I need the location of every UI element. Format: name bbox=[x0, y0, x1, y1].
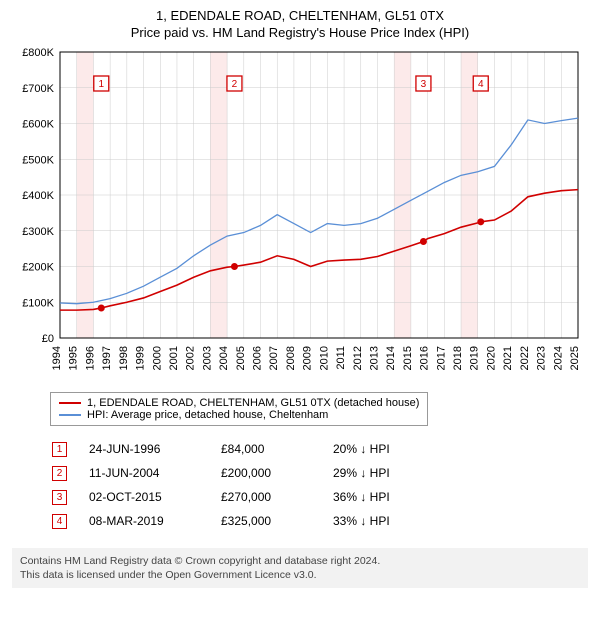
sale-diff: 20% ↓ HPI bbox=[333, 438, 400, 460]
svg-text:£600K: £600K bbox=[22, 119, 54, 131]
svg-text:2022: 2022 bbox=[519, 346, 531, 370]
sale-price: £200,000 bbox=[221, 462, 331, 484]
svg-text:£700K: £700K bbox=[22, 83, 54, 95]
svg-text:2016: 2016 bbox=[419, 346, 431, 370]
svg-text:2013: 2013 bbox=[368, 346, 380, 370]
sale-date: 08-MAR-2019 bbox=[89, 510, 219, 532]
svg-text:2001: 2001 bbox=[168, 346, 180, 370]
svg-text:£0: £0 bbox=[42, 333, 54, 345]
sale-diff: 33% ↓ HPI bbox=[333, 510, 400, 532]
footer-line-1: Contains HM Land Registry data © Crown c… bbox=[20, 554, 580, 568]
svg-text:1994: 1994 bbox=[51, 346, 63, 370]
footer-attribution: Contains HM Land Registry data © Crown c… bbox=[12, 548, 588, 588]
svg-text:2007: 2007 bbox=[268, 346, 280, 370]
sale-diff: 29% ↓ HPI bbox=[333, 462, 400, 484]
svg-text:£400K: £400K bbox=[22, 190, 54, 202]
chart-container: 1, EDENDALE ROAD, CHELTENHAM, GL51 0TX P… bbox=[0, 0, 600, 540]
sale-date: 24-JUN-1996 bbox=[89, 438, 219, 460]
svg-text:2015: 2015 bbox=[402, 346, 414, 370]
footer-line-2: This data is licensed under the Open Gov… bbox=[20, 568, 580, 582]
sale-dot-4 bbox=[477, 218, 484, 225]
svg-text:2005: 2005 bbox=[235, 346, 247, 370]
plot-svg: £0 £100K £200K £300K £400K £500K £600K £700K £80… bbox=[12, 46, 588, 386]
svg-text:2021: 2021 bbox=[502, 346, 514, 370]
table-row: 3 02-OCT-2015£270,00036% ↓ HPI bbox=[52, 486, 400, 508]
legend-label: HPI: Average price, detached house, Chel… bbox=[87, 409, 328, 421]
svg-text:2024: 2024 bbox=[552, 346, 564, 370]
sale-price: £84,000 bbox=[221, 438, 331, 460]
legend-swatch bbox=[59, 402, 81, 404]
svg-text:2004: 2004 bbox=[218, 346, 230, 370]
legend-item: HPI: Average price, detached house, Chel… bbox=[59, 409, 419, 421]
sale-diff: 36% ↓ HPI bbox=[333, 486, 400, 508]
svg-text:£800K: £800K bbox=[22, 47, 54, 59]
table-marker: 2 bbox=[52, 466, 67, 481]
plot-area: £0 £100K £200K £300K £400K £500K £600K £700K £80… bbox=[12, 46, 588, 386]
svg-text:2017: 2017 bbox=[435, 346, 447, 370]
svg-text:4: 4 bbox=[478, 79, 484, 90]
title-line-2: Price paid vs. HM Land Registry's House … bbox=[12, 25, 588, 40]
svg-text:1999: 1999 bbox=[135, 346, 147, 370]
svg-text:1998: 1998 bbox=[118, 346, 130, 370]
svg-text:2: 2 bbox=[232, 79, 238, 90]
sale-date: 11-JUN-2004 bbox=[89, 462, 219, 484]
sale-price: £325,000 bbox=[221, 510, 331, 532]
svg-text:£200K: £200K bbox=[22, 262, 54, 274]
legend-swatch bbox=[59, 414, 81, 416]
sale-dot-2 bbox=[231, 263, 238, 270]
sale-dot-1 bbox=[98, 304, 105, 311]
svg-text:2009: 2009 bbox=[302, 346, 314, 370]
legend: 1, EDENDALE ROAD, CHELTENHAM, GL51 0TX (… bbox=[50, 392, 428, 426]
svg-text:2011: 2011 bbox=[335, 346, 347, 370]
svg-text:2020: 2020 bbox=[485, 346, 497, 370]
table-marker: 1 bbox=[52, 442, 67, 457]
table-row: 1 24-JUN-1996£84,00020% ↓ HPI bbox=[52, 438, 400, 460]
svg-text:1995: 1995 bbox=[68, 346, 80, 370]
sales-table: 1 24-JUN-1996£84,00020% ↓ HPI 2 11-JUN-2004… bbox=[50, 436, 402, 534]
title-block: 1, EDENDALE ROAD, CHELTENHAM, GL51 0TX P… bbox=[12, 8, 588, 40]
table-marker: 3 bbox=[52, 490, 67, 505]
svg-text:£300K: £300K bbox=[22, 226, 54, 238]
svg-text:2010: 2010 bbox=[318, 346, 330, 370]
sale-date: 02-OCT-2015 bbox=[89, 486, 219, 508]
svg-text:3: 3 bbox=[421, 79, 427, 90]
svg-text:2000: 2000 bbox=[151, 346, 163, 370]
svg-text:2014: 2014 bbox=[385, 346, 397, 370]
svg-text:2023: 2023 bbox=[536, 346, 548, 370]
svg-text:2002: 2002 bbox=[185, 346, 197, 370]
svg-text:1: 1 bbox=[98, 79, 104, 90]
sale-dot-3 bbox=[420, 238, 427, 245]
legend-item: 1, EDENDALE ROAD, CHELTENHAM, GL51 0TX (… bbox=[59, 397, 419, 409]
sale-price: £270,000 bbox=[221, 486, 331, 508]
legend-label: 1, EDENDALE ROAD, CHELTENHAM, GL51 0TX (… bbox=[87, 397, 419, 409]
table-row: 2 11-JUN-2004£200,00029% ↓ HPI bbox=[52, 462, 400, 484]
table-row: 4 08-MAR-2019£325,00033% ↓ HPI bbox=[52, 510, 400, 532]
svg-text:2025: 2025 bbox=[569, 346, 581, 370]
svg-text:2008: 2008 bbox=[285, 346, 297, 370]
title-line-1: 1, EDENDALE ROAD, CHELTENHAM, GL51 0TX bbox=[12, 8, 588, 23]
svg-text:£500K: £500K bbox=[22, 154, 54, 166]
svg-text:2019: 2019 bbox=[469, 346, 481, 370]
svg-text:2006: 2006 bbox=[252, 346, 264, 370]
svg-text:2003: 2003 bbox=[201, 346, 213, 370]
svg-text:1996: 1996 bbox=[84, 346, 96, 370]
svg-text:1997: 1997 bbox=[101, 346, 113, 370]
svg-text:2018: 2018 bbox=[452, 346, 464, 370]
svg-text:£100K: £100K bbox=[22, 297, 54, 309]
table-marker: 4 bbox=[52, 514, 67, 529]
svg-text:2012: 2012 bbox=[352, 346, 364, 370]
